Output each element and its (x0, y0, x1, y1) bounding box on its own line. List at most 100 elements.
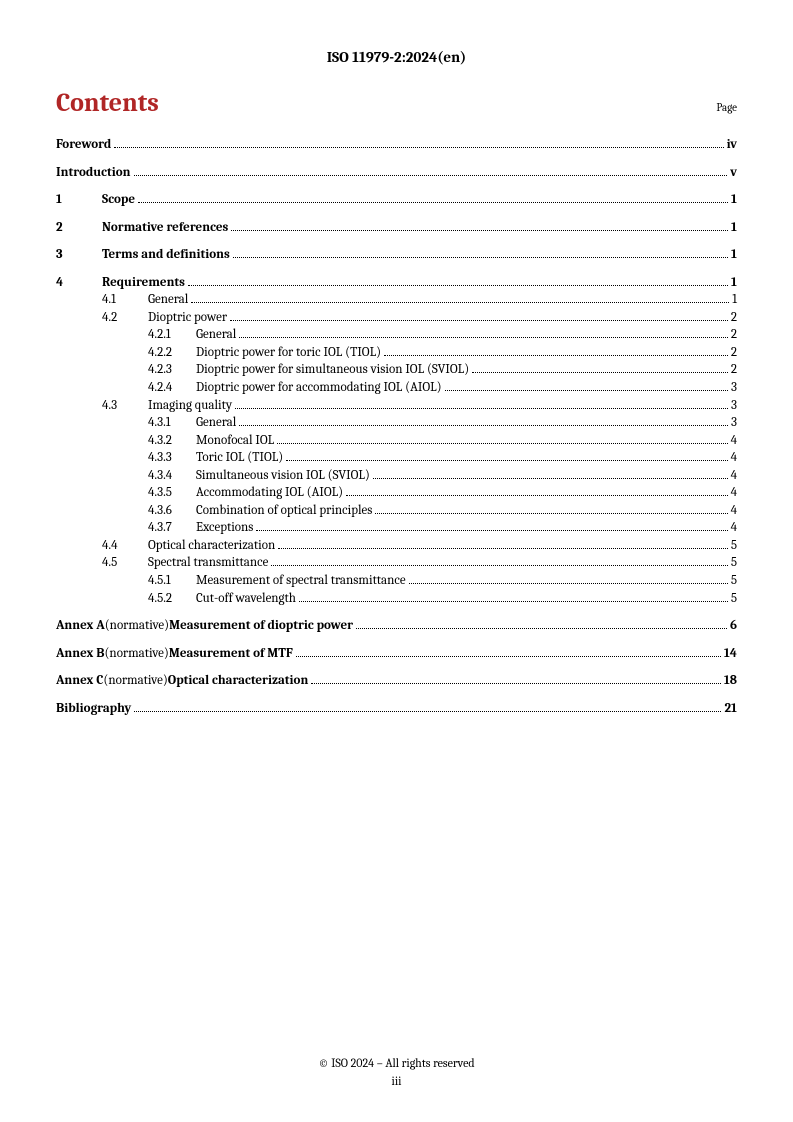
toc-num: 4.2.4 (148, 379, 196, 397)
toc-leader (277, 443, 727, 444)
toc-leader (230, 320, 728, 321)
toc-num: 1 (56, 191, 102, 209)
toc-num: 4.3.1 (148, 414, 196, 432)
toc-annex-normative: (normative) (103, 672, 167, 690)
toc-num: 4.2.3 (148, 361, 196, 379)
toc-page: 5 (731, 572, 737, 590)
toc-annex-title: Measurement of MTF (169, 645, 293, 663)
toc-page: 4 (731, 519, 737, 537)
toc-leader (256, 530, 727, 531)
toc-entry-4-3-3: 4.3.3 Toric IOL (TIOL) 4 (56, 449, 737, 467)
toc-entry-4-3-2: 4.3.2 Monofocal IOL 4 (56, 432, 737, 450)
toc-text: Dioptric power for toric IOL (TIOL) (196, 344, 381, 362)
toc-text: Scope (102, 191, 135, 209)
toc-entry-terms-definitions: 3 Terms and definitions 1 (56, 246, 737, 264)
toc-entry-requirements: 4 Requirements 1 (56, 274, 737, 292)
toc-entry-4-3-5: 4.3.5 Accommodating IOL (AIOL) 4 (56, 484, 737, 502)
toc-page: 2 (731, 344, 737, 362)
footer-page-number: iii (0, 1074, 793, 1088)
page-footer: © ISO 2024 – All rights reserved iii (0, 1056, 793, 1088)
toc-leader (188, 285, 728, 286)
toc-entry-4-2: 4.2 Dioptric power 2 (56, 309, 737, 327)
toc-leader (134, 711, 721, 712)
toc-entry-normative-references: 2 Normative references 1 (56, 219, 737, 237)
toc-text: Dioptric power for accommodating IOL (AI… (196, 379, 442, 397)
toc-entry-4-2-2: 4.2.2 Dioptric power for toric IOL (TIOL… (56, 344, 737, 362)
toc-text: Monofocal IOL (196, 432, 274, 450)
toc-text: General (148, 291, 188, 309)
toc-annex-title: Optical characterization (168, 672, 309, 690)
toc-text: Simultaneous vision IOL (SVIOL) (196, 467, 370, 485)
table-of-contents: Foreword iv Introduction v 1 Scope 1 2 N… (56, 136, 737, 717)
toc-entry-4-3: 4.3 Imaging quality 3 (56, 397, 737, 415)
toc-leader (286, 460, 727, 461)
toc-leader (346, 495, 727, 496)
toc-entry-4-3-4: 4.3.4 Simultaneous vision IOL (SVIOL) 4 (56, 467, 737, 485)
toc-text: Measurement of spectral transmittance (196, 572, 406, 590)
toc-text: Cut-off wavelength (196, 590, 296, 608)
toc-text: Spectral transmittance (148, 554, 268, 572)
toc-page: 1 (731, 246, 737, 264)
toc-page: 4 (731, 484, 737, 502)
toc-text: Normative references (102, 219, 228, 237)
toc-page: 5 (731, 537, 737, 555)
toc-text: Imaging quality (148, 397, 232, 415)
toc-page: 1 (731, 219, 737, 237)
toc-num: 4.3.3 (148, 449, 196, 467)
toc-leader (296, 656, 721, 657)
toc-annex-normative: (normative) (104, 645, 168, 663)
toc-page: 5 (731, 554, 737, 572)
toc-leader (235, 408, 728, 409)
footer-copyright: © ISO 2024 – All rights reserved (0, 1056, 793, 1070)
toc-page: 1 (731, 191, 737, 209)
toc-annex-normative: (normative) (105, 617, 169, 635)
toc-page: 18 (724, 672, 737, 690)
toc-page: 4 (731, 467, 737, 485)
toc-text: Bibliography (56, 700, 131, 718)
toc-text: General (196, 414, 236, 432)
toc-entry-4-5: 4.5 Spectral transmittance 5 (56, 554, 737, 572)
toc-page: 4 (731, 432, 737, 450)
toc-page: 1 (731, 274, 737, 292)
toc-leader (356, 628, 727, 629)
toc-num: 4.1 (102, 291, 148, 309)
toc-entry-4-2-4: 4.2.4 Dioptric power for accommodating I… (56, 379, 737, 397)
toc-leader (138, 202, 728, 203)
toc-text: Dioptric power for simultaneous vision I… (196, 361, 469, 379)
toc-num: 2 (56, 219, 102, 237)
toc-leader (311, 683, 721, 684)
toc-page: 1 (732, 291, 737, 309)
toc-leader (231, 230, 728, 231)
toc-text: Optical characterization (148, 537, 275, 555)
toc-num: 4.2 (102, 309, 148, 327)
toc-num: 4.3 (102, 397, 148, 415)
toc-leader (271, 565, 728, 566)
toc-entry-4-5-2: 4.5.2 Cut-off wavelength 5 (56, 590, 737, 608)
toc-page: 3 (731, 379, 737, 397)
toc-num: 3 (56, 246, 102, 264)
toc-entry-4-2-1: 4.2.1 General 2 (56, 326, 737, 344)
toc-entry-4-1: 4.1 General 1 (56, 291, 737, 309)
toc-page: 14 (724, 645, 737, 663)
toc-num: 4.3.6 (148, 502, 196, 520)
page-label: Page (716, 101, 737, 114)
toc-num: 4.3.2 (148, 432, 196, 450)
toc-num: 4.4 (102, 537, 148, 555)
toc-leader (239, 425, 728, 426)
toc-entry-scope: 1 Scope 1 (56, 191, 737, 209)
toc-annex-prefix: Annex C (56, 672, 103, 690)
toc-text: Combination of optical principles (196, 502, 372, 520)
toc-leader (134, 175, 728, 176)
toc-entry-bibliography: Bibliography 21 (56, 700, 737, 718)
toc-page: 21 (724, 700, 737, 718)
toc-num: 4.3.5 (148, 484, 196, 502)
toc-page: 2 (731, 361, 737, 379)
toc-text: Requirements (102, 274, 185, 292)
toc-annex-prefix: Annex B (56, 645, 104, 663)
toc-text: Dioptric power (148, 309, 227, 327)
toc-page: 2 (731, 309, 737, 327)
toc-entry-4-4: 4.4 Optical characterization 5 (56, 537, 737, 555)
toc-page: 3 (731, 397, 737, 415)
toc-num: 4 (56, 274, 102, 292)
toc-leader (375, 513, 727, 514)
